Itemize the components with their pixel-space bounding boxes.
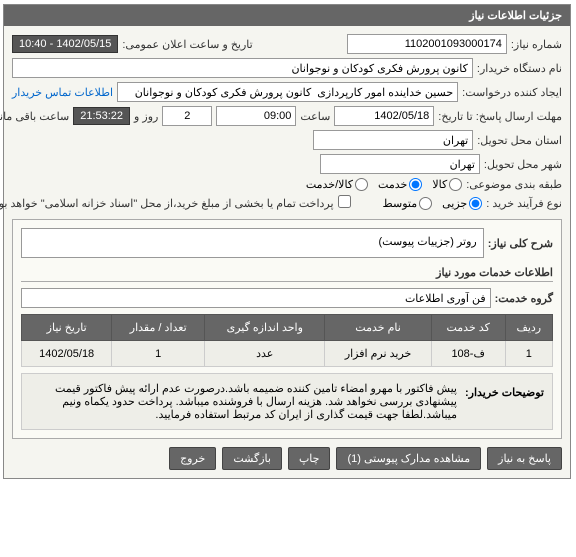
payment-checkbox[interactable]: [339, 195, 352, 208]
radio-goods[interactable]: [450, 178, 463, 191]
deadline-time-field[interactable]: [217, 106, 297, 126]
th-qty: تعداد / مقدار: [113, 315, 206, 341]
radio-goods-service[interactable]: [356, 178, 369, 191]
radio-service-label[interactable]: خدمت: [379, 178, 423, 191]
th-name: نام خدمت: [326, 315, 432, 341]
deadline-date-field[interactable]: [335, 106, 435, 126]
row-service-group: گروه خدمت:: [22, 288, 554, 308]
city-label: شهر محل تحویل:: [485, 158, 563, 171]
buyer-org-field[interactable]: [13, 58, 474, 78]
province-label: استان محل تحویل:: [478, 134, 563, 147]
row-city: شهر محل تحویل:: [13, 154, 563, 174]
row-process-type: نوع فرآیند خرید : جزیی متوسط پرداخت تمام…: [13, 195, 563, 211]
row-buyer-org: نام دستگاه خریدار:: [13, 58, 563, 78]
time-label: ساعت: [301, 110, 331, 123]
radio-medium-text: متوسط: [384, 197, 419, 210]
th-unit: واحد اندازه گیری: [206, 315, 326, 341]
services-table: ردیف کد خدمت نام خدمت واحد اندازه گیری ت…: [22, 314, 554, 367]
panel-body: شماره نیاز: تاریخ و ساعت اعلان عمومی: 14…: [5, 26, 571, 478]
td-date: 1402/05/18: [23, 341, 113, 367]
inner-section: شرح کلی نیاز: روتر (جزییات پیوست) اطلاعا…: [13, 219, 563, 439]
button-bar: پاسخ به نیاز مشاهده مدارک پیوستی (1) چاپ…: [13, 439, 563, 470]
row-requester: ایجاد کننده درخواست: اطلاعات تماس خریدار: [13, 82, 563, 102]
announce-value: 1402/05/15 - 10:40: [13, 35, 119, 53]
radio-small-text: جزیی: [443, 197, 468, 210]
td-unit: عدد: [206, 341, 326, 367]
panel-title: جزئیات اطلاعات نیاز: [5, 5, 571, 26]
radio-goods-label[interactable]: کالا: [433, 178, 463, 191]
row-deadline: مهلت ارسال پاسخ: تا تاریخ: ساعت روز و 21…: [13, 106, 563, 126]
buyer-notes-content: پیش فاکتور با مهرو امضاء تامین کننده ضمی…: [31, 382, 458, 421]
radio-service[interactable]: [410, 178, 423, 191]
service-group-field[interactable]: [22, 288, 492, 308]
row-general-desc: شرح کلی نیاز: روتر (جزییات پیوست): [22, 228, 554, 258]
process-type-label: نوع فرآیند خرید :: [487, 197, 563, 210]
td-code: ف-108: [432, 341, 506, 367]
buyer-contact-link[interactable]: اطلاعات تماس خریدار: [13, 86, 114, 99]
remaining-label: ساعت باقی مانده: [0, 110, 70, 123]
radio-medium[interactable]: [420, 197, 433, 210]
buyer-notes-box: توضیحات خریدار: پیش فاکتور با مهرو امضاء…: [22, 373, 554, 430]
radio-medium-label[interactable]: متوسط: [384, 197, 434, 210]
general-desc-box: روتر (جزییات پیوست): [22, 228, 485, 258]
td-qty: 1: [113, 341, 206, 367]
td-name: خرید نرم افزار: [326, 341, 432, 367]
td-row: 1: [506, 341, 553, 367]
buyer-org-label: نام دستگاه خریدار:: [478, 62, 563, 75]
th-code: کد خدمت: [432, 315, 506, 341]
radio-small[interactable]: [470, 197, 483, 210]
city-field[interactable]: [321, 154, 481, 174]
refresh-button[interactable]: بازگشت: [223, 447, 283, 470]
radio-goods-service-text: کالا/خدمت: [307, 178, 354, 191]
attachments-button[interactable]: مشاهده مدارک پیوستی (1): [337, 447, 482, 470]
category-label: طبقه بندی موضوعی:: [467, 178, 563, 191]
th-date: تاریخ نیاز: [23, 315, 113, 341]
deadline-label: مهلت ارسال پاسخ: تا تاریخ:: [439, 110, 563, 123]
need-number-field[interactable]: [348, 34, 508, 54]
row-province: استان محل تحویل:: [13, 130, 563, 150]
remaining-time: 21:53:22: [74, 107, 131, 125]
general-desc-label: شرح کلی نیاز:: [489, 237, 554, 250]
radio-service-text: خدمت: [379, 178, 408, 191]
row-need-number: شماره نیاز: تاریخ و ساعت اعلان عمومی: 14…: [13, 34, 563, 54]
days-field[interactable]: [163, 106, 213, 126]
th-row: ردیف: [506, 315, 553, 341]
radio-goods-text: کالا: [433, 178, 448, 191]
province-field[interactable]: [314, 130, 474, 150]
days-label: روز و: [135, 110, 159, 123]
table-row[interactable]: 1 ف-108 خرید نرم افزار عدد 1 1402/05/18: [23, 341, 554, 367]
payment-note: پرداخت تمام یا بخشی از مبلغ خرید،از محل …: [0, 197, 335, 210]
announce-label: تاریخ و ساعت اعلان عمومی:: [123, 38, 253, 51]
exit-button[interactable]: خروج: [170, 447, 217, 470]
print-button[interactable]: چاپ: [289, 447, 332, 470]
service-group-label: گروه خدمت:: [496, 292, 554, 305]
requester-field[interactable]: [118, 82, 459, 102]
need-details-panel: جزئیات اطلاعات نیاز شماره نیاز: تاریخ و …: [4, 4, 572, 479]
need-number-label: شماره نیاز:: [512, 38, 563, 51]
table-header-row: ردیف کد خدمت نام خدمت واحد اندازه گیری ت…: [23, 315, 554, 341]
radio-small-label[interactable]: جزیی: [443, 197, 483, 210]
reply-button[interactable]: پاسخ به نیاز: [488, 447, 563, 470]
services-info-title: اطلاعات خدمات مورد نیاز: [22, 266, 554, 282]
radio-goods-service-label[interactable]: کالا/خدمت: [307, 178, 369, 191]
row-category: طبقه بندی موضوعی: کالا خدمت کالا/خدمت: [13, 178, 563, 191]
requester-label: ایجاد کننده درخواست:: [463, 86, 563, 99]
buyer-notes-label: توضیحات خریدار:: [466, 382, 545, 399]
